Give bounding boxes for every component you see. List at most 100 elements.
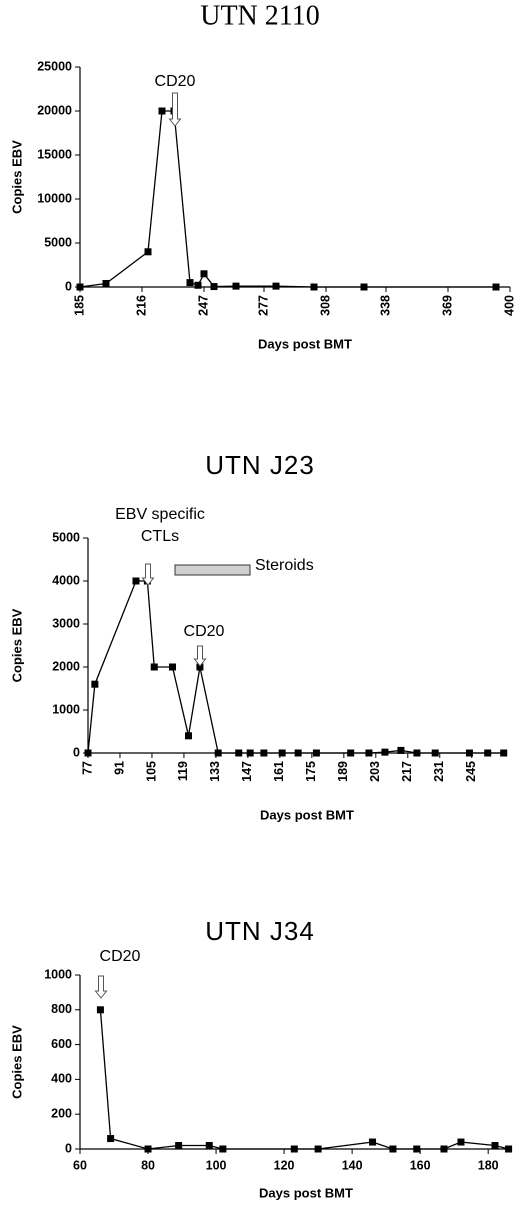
data-point (369, 1138, 377, 1146)
x-tick-label: 185 (72, 295, 86, 316)
data-point (76, 283, 84, 291)
data-point (107, 1135, 115, 1143)
data-point (465, 749, 473, 757)
data-point (144, 248, 152, 256)
data-point (294, 749, 302, 757)
y-tick-label: 10000 (37, 191, 72, 205)
annotation: CD20 (155, 73, 196, 90)
data-point (96, 1006, 104, 1014)
chart-title: UTN J23 (205, 450, 315, 480)
data-point (169, 663, 177, 671)
annotation: CTLs (141, 528, 179, 545)
data-point (314, 1145, 322, 1153)
arrow (94, 975, 108, 999)
data-point (196, 663, 204, 671)
data-point (413, 749, 421, 757)
annotation: Steroids (255, 557, 314, 574)
data-point (150, 663, 158, 671)
y-tick-label: 600 (51, 1037, 72, 1051)
y-tick-label: 20000 (37, 103, 72, 117)
x-tick-label: 120 (274, 1158, 295, 1172)
y-axis-label: Copies EBV (9, 140, 24, 214)
arrow (141, 563, 155, 586)
data-point (158, 107, 166, 115)
x-tick-label: 308 (318, 295, 332, 316)
data-point (310, 283, 318, 291)
x-tick-label: 147 (240, 761, 254, 782)
data-point (102, 279, 110, 287)
data-point (200, 270, 208, 278)
data-point (484, 749, 492, 757)
y-tick-label: 2000 (52, 659, 80, 673)
data-point (91, 680, 99, 688)
data-point (246, 749, 254, 757)
steroids-bar (174, 564, 251, 576)
data-point (413, 1145, 421, 1153)
y-tick-label: 400 (51, 1072, 72, 1086)
x-tick-label: 60 (73, 1158, 87, 1172)
y-tick-label: 1000 (44, 967, 72, 981)
y-axis-label: Copies EBV (9, 608, 24, 682)
x-tick-label: 189 (336, 761, 350, 782)
y-tick-label: 4000 (52, 573, 80, 587)
data-point (210, 283, 218, 291)
data-point (440, 1145, 448, 1153)
annotation: EBV specific (115, 506, 205, 523)
data-point (431, 749, 439, 757)
y-tick-label: 800 (51, 1002, 72, 1016)
data-point (278, 749, 286, 757)
data-line (79, 110, 496, 288)
data-point (365, 749, 373, 757)
x-tick-label: 140 (342, 1158, 363, 1172)
x-axis-label: Days post BMT (260, 807, 354, 822)
data-point (491, 1142, 499, 1150)
data-point (290, 1145, 298, 1153)
chart-title: UTN 2110 (200, 0, 320, 31)
y-tick-label: 200 (51, 1106, 72, 1120)
data-point (272, 282, 280, 290)
data-point (492, 283, 500, 291)
y-tick-label: 0 (65, 1141, 72, 1155)
data-point (84, 749, 92, 757)
data-line (87, 580, 504, 754)
data-point (144, 1145, 152, 1153)
data-point (235, 749, 243, 757)
x-tick-label: 369 (440, 295, 454, 316)
data-point (175, 1142, 183, 1150)
arrow (193, 645, 207, 667)
annotation: CD20 (100, 948, 141, 965)
y-tick-label: 0 (73, 745, 80, 759)
y-tick-label: 5000 (44, 235, 72, 249)
x-tick-label: 91 (112, 761, 126, 775)
x-tick-label: 216 (134, 295, 148, 316)
data-point (132, 577, 140, 585)
x-axis-label: Days post BMT (259, 1185, 353, 1200)
arrow (168, 92, 182, 127)
x-tick-label: 231 (432, 761, 446, 782)
x-tick-label: 77 (80, 761, 94, 775)
data-point (232, 282, 240, 290)
data-point (186, 279, 194, 287)
chart-title: UTN J34 (205, 916, 315, 946)
x-tick-label: 247 (196, 295, 210, 316)
y-tick-label: 25000 (37, 59, 72, 73)
data-point (347, 749, 355, 757)
x-tick-label: 277 (256, 295, 270, 316)
x-tick-label: 245 (464, 761, 478, 782)
data-point (219, 1145, 227, 1153)
x-tick-label: 119 (176, 761, 190, 781)
x-tick-label: 203 (368, 761, 382, 782)
data-point (397, 746, 405, 754)
x-axis-label: Days post BMT (258, 336, 352, 351)
y-tick-label: 5000 (52, 530, 80, 544)
x-tick-label: 175 (304, 761, 318, 782)
y-tick-label: 3000 (52, 616, 80, 630)
data-point (500, 749, 508, 757)
y-tick-label: 0 (65, 279, 72, 293)
x-tick-label: 338 (378, 295, 392, 316)
data-point (185, 732, 193, 740)
data-point (205, 1142, 213, 1150)
data-line (99, 1009, 509, 1150)
data-point (260, 749, 268, 757)
